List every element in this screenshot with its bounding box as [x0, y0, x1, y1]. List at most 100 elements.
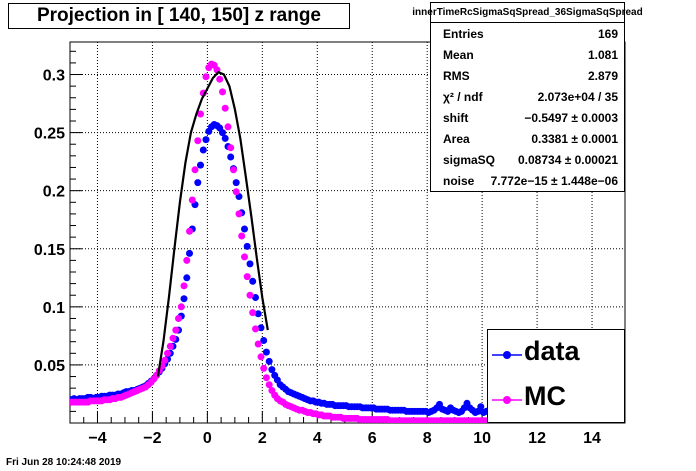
- data-point: [249, 277, 257, 285]
- mc-point: [186, 227, 193, 235]
- mc-point: [183, 256, 191, 264]
- data-point: [194, 179, 202, 187]
- data-point: [257, 324, 265, 332]
- mc-point: [232, 188, 240, 196]
- mc-point: [216, 75, 224, 83]
- stat-value: 169: [597, 26, 618, 41]
- data-point: [241, 225, 248, 233]
- mc-point: [241, 253, 248, 261]
- mc-point: [252, 325, 259, 333]
- x-tick-label: 8: [423, 430, 432, 447]
- mc-point: [254, 340, 262, 348]
- mc-point: [202, 73, 210, 81]
- data-point: [268, 366, 276, 374]
- stats-box: innerTimeRcSigmaSqSpread_36SigmaSqSpread…: [412, 2, 643, 192]
- data-point: [202, 136, 210, 144]
- mc-point: [197, 110, 204, 118]
- mc-point: [166, 342, 174, 350]
- data-point: [262, 348, 270, 356]
- mc-point: [172, 326, 180, 334]
- mc-point: [260, 364, 268, 372]
- chart-title: Projection in [ 140, 150] z range: [8, 3, 350, 29]
- mc-point: [235, 210, 243, 218]
- mc-point: [221, 104, 229, 112]
- stat-value: 7.772e−15 ± 1.448e−06: [490, 173, 618, 188]
- x-tick-label: 14: [583, 430, 601, 447]
- mc-point: [265, 381, 273, 389]
- data-point: [246, 260, 254, 268]
- data-point: [243, 242, 251, 250]
- legend-label-mc: MC: [524, 381, 566, 411]
- data-point: [186, 249, 193, 257]
- y-tick-label: 0.2: [43, 184, 65, 201]
- mc-point: [161, 356, 169, 364]
- data-point: [221, 134, 229, 142]
- data-point: [183, 274, 191, 282]
- stat-row-area: Area 0.3381 ± 0.0001: [431, 128, 624, 149]
- x-tick-label: 12: [528, 430, 546, 447]
- stat-row-entries: Entries 169: [431, 23, 624, 44]
- x-tick-label: 10: [473, 430, 491, 447]
- y-tick-label: 0.25: [34, 126, 65, 143]
- stat-value: 0.3381 ± 0.0001: [531, 131, 618, 146]
- stat-row-rms: RMS 2.879: [431, 65, 624, 86]
- legend: data MC: [487, 329, 625, 423]
- stat-label: Mean: [443, 47, 474, 62]
- y-tick-label: 0.05: [34, 358, 65, 375]
- series-fit: [156, 70, 269, 377]
- stats-histogram-name: innerTimeRcSigmaSqSpread_36SigmaSqSpread: [412, 3, 643, 23]
- x-tick-label: 4: [313, 430, 322, 447]
- x-tick-label: 6: [368, 430, 377, 447]
- data-point: [199, 146, 207, 154]
- timestamp: Fri Jun 28 10:24:48 2019: [6, 457, 122, 468]
- stat-value: 2.879: [587, 68, 618, 83]
- axes-frame: [69, 41, 626, 424]
- stat-row-shift: shift −0.5497 ± 0.0003: [431, 107, 624, 128]
- stat-label: χ² / ndf: [443, 89, 483, 104]
- y-tick-label: 0.1: [43, 300, 65, 317]
- stat-value: −0.5497 ± 0.0003: [524, 110, 618, 125]
- stat-label: sigmaSQ: [443, 152, 496, 167]
- mc-point: [194, 137, 202, 145]
- data-point: [232, 179, 240, 187]
- data-point: [180, 295, 188, 303]
- legend-marker-data-icon: [492, 351, 522, 359]
- mc-point: [257, 353, 265, 361]
- legend-marker-mc-icon: [492, 396, 522, 404]
- stat-row-noise: noise 7.772e−15 ± 1.448e−06: [431, 170, 624, 191]
- data-point: [477, 403, 485, 411]
- mc-point: [238, 232, 246, 240]
- mc-point: [243, 273, 251, 281]
- mc-point: [224, 123, 232, 131]
- mc-point: [262, 374, 270, 382]
- stat-row-sigmasq: sigmaSQ 0.08734 ± 0.00021: [431, 149, 624, 170]
- y-tick-label: 0.15: [34, 242, 65, 259]
- mc-point: [227, 144, 235, 152]
- mc-point: [169, 334, 177, 342]
- mc-point: [177, 303, 185, 311]
- mc-point: [246, 291, 254, 299]
- stat-label: noise: [443, 173, 475, 188]
- mc-point: [188, 196, 196, 204]
- stat-label: Area: [443, 131, 470, 146]
- legend-entry-mc: MC: [488, 379, 624, 419]
- stat-value: 1.081: [587, 47, 618, 62]
- x-tick-label: −2: [143, 430, 161, 447]
- mc-point: [175, 315, 182, 322]
- mc-point: [249, 309, 257, 317]
- stat-label: Entries: [443, 26, 484, 41]
- x-tick-label: 0: [203, 430, 212, 447]
- data-point: [252, 294, 259, 301]
- y-tick-label: 0.3: [43, 68, 65, 85]
- stat-row-mean: Mean 1.081: [431, 44, 624, 65]
- x-tick-label: −4: [88, 430, 106, 447]
- stat-label: shift: [443, 110, 469, 125]
- data-point: [260, 337, 268, 344]
- data-point: [197, 161, 204, 169]
- mc-point: [191, 166, 199, 174]
- legend-entry-data: data: [488, 334, 624, 374]
- mc-point: [180, 282, 188, 290]
- mc-point: [164, 349, 171, 357]
- series-mc: [70, 60, 529, 423]
- stat-row-chi2: χ² / ndf 2.073e+04 / 35: [431, 86, 624, 107]
